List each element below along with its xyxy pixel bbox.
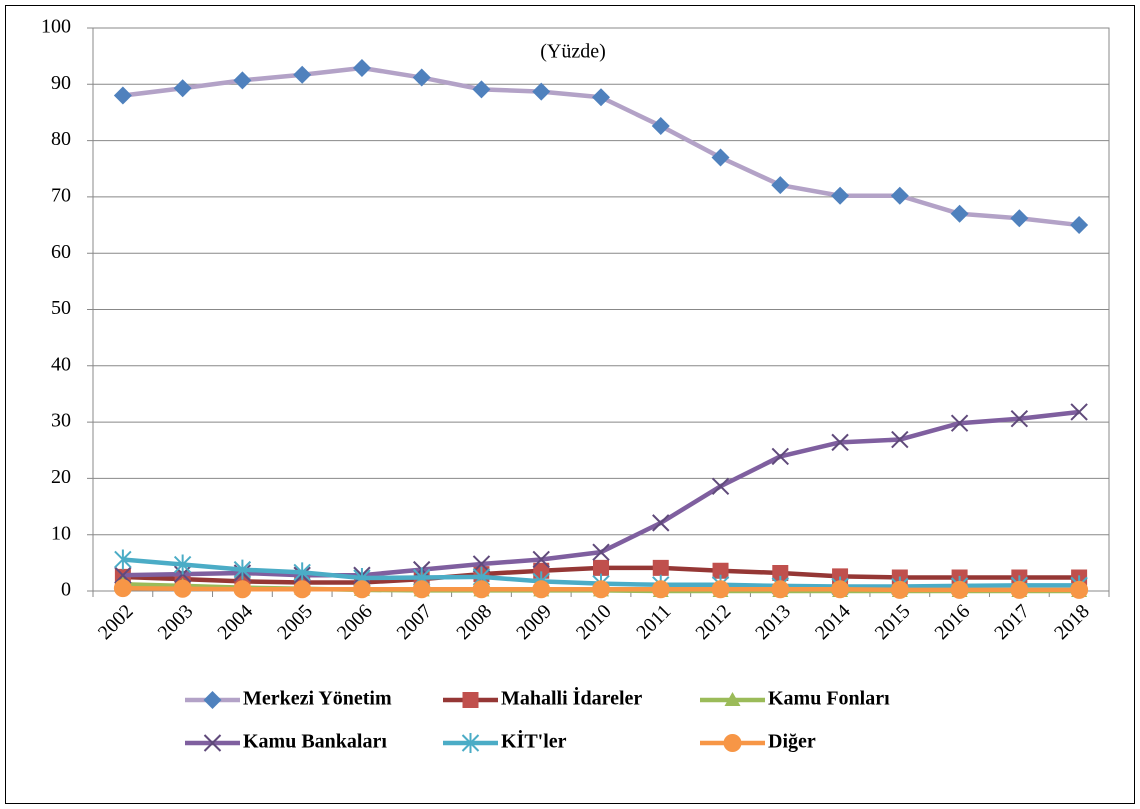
marker (293, 562, 311, 583)
legend-marker (723, 734, 742, 752)
marker (1070, 580, 1089, 599)
legend-label: Kamu Fonları (768, 688, 890, 710)
marker (651, 580, 670, 599)
marker (771, 447, 790, 466)
marker (831, 580, 850, 599)
marker (113, 579, 132, 598)
legend-label: KİT'ler (501, 729, 567, 753)
marker (1010, 209, 1029, 228)
legend-marker (203, 734, 222, 752)
marker (651, 116, 670, 135)
legend-label: Mahalli İdareler (501, 686, 642, 710)
marker (533, 562, 550, 579)
marker (652, 559, 669, 576)
marker (592, 543, 610, 561)
marker (293, 65, 312, 84)
marker (532, 82, 551, 101)
marker (352, 58, 371, 77)
marker (173, 79, 192, 98)
legend-marker (461, 733, 480, 753)
marker (772, 564, 789, 581)
marker (950, 414, 969, 432)
marker (1010, 580, 1029, 599)
marker (890, 580, 909, 599)
y-tick-label: 100 (41, 16, 71, 38)
legend-marker (203, 691, 222, 709)
marker (472, 580, 491, 599)
legend-label: Merkezi Yönetim (243, 688, 392, 710)
marker (233, 580, 252, 599)
legend-marker (724, 692, 741, 706)
y-tick-label: 40 (51, 353, 71, 375)
y-tick-label: 60 (51, 241, 71, 263)
legend-label: Diğer (768, 731, 816, 753)
y-tick-label: 50 (51, 297, 71, 319)
marker (890, 186, 909, 205)
marker (831, 186, 850, 205)
marker (114, 549, 132, 570)
marker (891, 430, 909, 449)
y-tick-label: 80 (51, 128, 71, 150)
marker (711, 477, 730, 495)
marker (352, 580, 371, 599)
marker (173, 554, 192, 575)
marker (114, 566, 132, 584)
marker (771, 176, 790, 195)
legend-label: Kamu Bankaları (243, 731, 387, 753)
marker (532, 580, 551, 599)
marker (173, 579, 192, 598)
marker (592, 88, 610, 107)
marker (950, 204, 969, 223)
y-tick-label: 0 (61, 579, 71, 601)
annotation: (Yüzde) (540, 41, 606, 63)
marker (233, 71, 252, 90)
marker (711, 148, 730, 167)
y-tick-label: 70 (51, 184, 71, 206)
marker (412, 580, 431, 599)
marker (771, 580, 790, 599)
legend-marker (462, 692, 479, 708)
marker (593, 559, 609, 576)
marker (592, 580, 610, 599)
marker (831, 433, 849, 452)
marker (233, 559, 252, 580)
marker (472, 80, 491, 99)
marker (950, 580, 969, 599)
y-tick-label: 30 (51, 410, 71, 432)
marker (412, 68, 431, 87)
y-tick-label: 20 (51, 466, 71, 488)
marker (711, 580, 730, 599)
y-tick-label: 10 (51, 522, 71, 544)
marker (1070, 403, 1088, 421)
marker (832, 568, 849, 585)
marker (472, 555, 491, 573)
marker (1070, 216, 1089, 235)
marker (532, 550, 550, 569)
marker (652, 514, 670, 532)
chart-frame (5, 5, 1135, 804)
marker (1010, 410, 1029, 428)
y-tick-label: 90 (51, 72, 71, 94)
marker (113, 86, 132, 105)
marker (293, 580, 312, 599)
marker (712, 562, 729, 579)
